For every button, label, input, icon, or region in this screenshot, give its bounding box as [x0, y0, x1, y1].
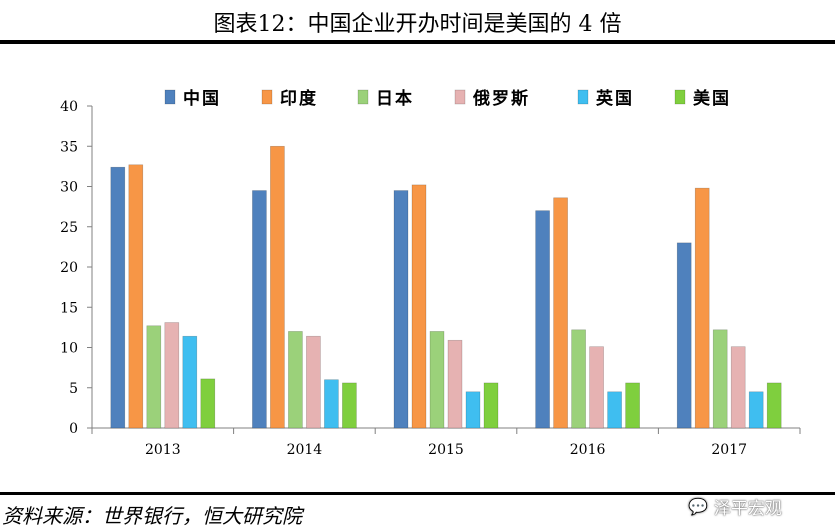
chart-bars	[110, 145, 782, 429]
y-tick-label: 30	[60, 180, 78, 196]
bar-美国-2016	[625, 382, 640, 429]
y-tick-label: 5	[69, 381, 78, 397]
bar-美国-2013	[200, 378, 216, 429]
x-tick-label: 2017	[711, 442, 747, 458]
watermark: 💬 泽平宏观	[688, 494, 782, 519]
y-tick-label: 0	[69, 421, 78, 437]
x-tick-label: 2015	[428, 442, 464, 458]
y-tick-label: 25	[60, 220, 78, 236]
legend-swatch	[674, 89, 686, 105]
bar-日本-2015	[429, 331, 445, 429]
legend-swatch	[454, 89, 466, 105]
title-rule	[0, 40, 835, 44]
chart-axes: 0 5 10 15 20 25 30 35 40 2013 2014 2015 2016 2017	[60, 99, 801, 458]
legend-label: 俄罗斯	[472, 88, 530, 109]
legend-label: 美国	[693, 88, 731, 109]
legend-label: 日本	[376, 88, 414, 109]
y-tick-label: 35	[60, 139, 78, 155]
bar-印度-2013	[128, 164, 144, 429]
bar-俄罗斯-2015	[447, 339, 463, 429]
bar-日本-2013	[146, 325, 162, 429]
bar-印度-2015	[411, 184, 427, 429]
legend-swatch	[261, 89, 273, 105]
wechat-icon: 💬	[688, 497, 708, 516]
x-tick-label: 2014	[287, 442, 323, 458]
x-tick-label: 2013	[145, 442, 181, 458]
y-tick-label: 10	[60, 341, 78, 357]
bar-美国-2017	[766, 382, 782, 429]
bar-美国-2015	[483, 382, 499, 429]
legend-swatch	[577, 89, 589, 105]
legend-label: 中国	[183, 88, 221, 109]
bar-中国-2015	[393, 190, 409, 429]
x-tick-label: 2016	[570, 442, 606, 458]
y-tick-label: 20	[60, 260, 78, 276]
chart-title: 图表12：中国企业开办时间是美国的 4 倍	[213, 12, 622, 37]
source-note: 资料来源：世界银行，恒大研究院	[2, 504, 302, 528]
bar-英国-2015	[465, 391, 481, 429]
bar-英国-2016	[607, 391, 622, 429]
bar-俄罗斯-2014	[306, 335, 321, 429]
bar-印度-2016	[553, 197, 568, 429]
y-tick-label: 40	[60, 99, 78, 115]
legend-swatch	[164, 89, 176, 105]
bar-俄罗斯-2013	[164, 322, 180, 429]
bar-日本-2014	[288, 331, 303, 429]
chart-legend: 中国 印度 日本 俄罗斯 英国 美国	[164, 88, 731, 109]
bar-英国-2017	[748, 391, 764, 429]
bar-日本-2016	[571, 329, 586, 429]
bar-中国-2016	[535, 210, 550, 429]
bar-chart: 0 5 10 15 20 25 30 35 40 2013 2014 2015 2016 2017 中国 印…	[60, 88, 801, 458]
bar-俄罗斯-2017	[730, 346, 746, 429]
footer-rule	[0, 492, 835, 495]
bar-英国-2014	[324, 379, 339, 429]
bar-中国-2013	[110, 166, 126, 429]
bar-中国-2017	[676, 242, 692, 429]
bar-美国-2014	[342, 382, 357, 429]
watermark-text: 泽平宏观	[713, 499, 782, 519]
y-tick-label: 15	[60, 300, 78, 316]
legend-label: 印度	[280, 88, 318, 109]
bar-印度-2017	[694, 187, 710, 429]
bar-俄罗斯-2016	[589, 346, 604, 429]
bar-中国-2014	[252, 190, 267, 429]
bar-印度-2014	[270, 145, 285, 429]
bar-英国-2013	[182, 335, 198, 429]
legend-label: 英国	[596, 88, 634, 109]
legend-swatch	[357, 89, 369, 105]
bar-日本-2017	[712, 329, 728, 429]
